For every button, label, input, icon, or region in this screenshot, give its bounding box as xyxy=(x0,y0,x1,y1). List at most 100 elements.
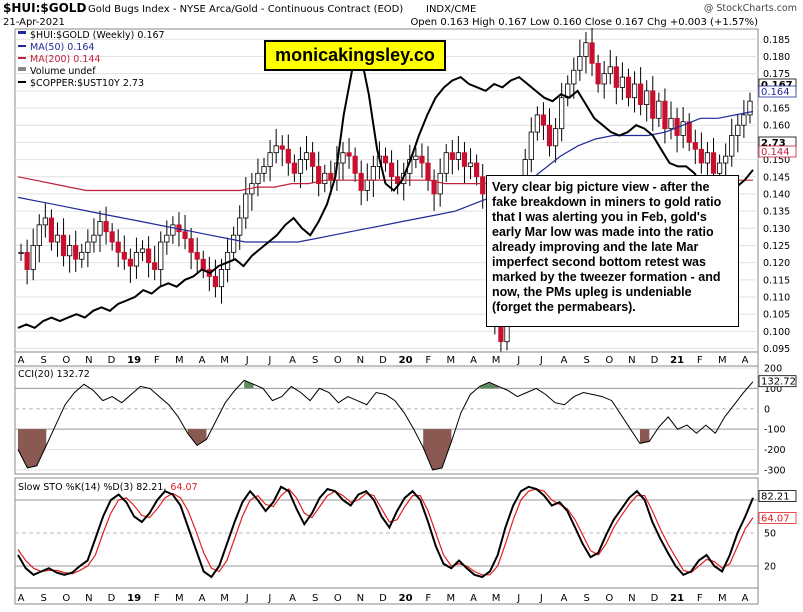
cci-fill-area xyxy=(639,429,650,444)
time-axis-2: A S O N D 19 F M A M J J A S O N D 20 F M A M J J A S O N D 21 F M A xyxy=(18,593,749,604)
time-axis-label: O xyxy=(605,593,613,604)
cci-fill-area xyxy=(479,382,499,389)
legend-copper: $COPPER:$UST10Y 2.73 xyxy=(30,78,144,89)
price-value-label: 2.73 xyxy=(761,138,786,149)
candle-body xyxy=(698,148,704,164)
candle-body xyxy=(188,238,194,253)
sto-k-value: 82.21 xyxy=(761,492,790,503)
time-axis-label: J xyxy=(245,593,249,604)
time-axis-label: D xyxy=(651,355,659,366)
candle-body xyxy=(571,69,577,85)
price-tick-label: 0.105 xyxy=(763,310,790,321)
cci-value-tag xyxy=(758,375,797,388)
candle-body xyxy=(370,166,376,181)
candle-body xyxy=(540,114,547,126)
time-axis-label: N xyxy=(628,593,635,604)
time-axis-label: O xyxy=(334,593,342,604)
cci-tick-label: -200 xyxy=(764,445,786,456)
time-axis-label: M xyxy=(175,593,184,604)
price-tick-label: 0.175 xyxy=(763,69,790,80)
candle-body xyxy=(170,224,176,236)
candle-body xyxy=(413,155,419,160)
price-y-axis: 0.095 0.100 0.105 0.110 0.115 0.120 0.125 0.130… xyxy=(758,35,797,355)
ma50-line xyxy=(17,110,754,243)
price-tick-label: 0.140 xyxy=(763,189,790,200)
candle-body xyxy=(686,121,692,143)
candle-body xyxy=(710,152,717,174)
candle-body xyxy=(218,269,225,288)
candle-body xyxy=(103,221,109,233)
time-axis-label: S xyxy=(312,355,318,366)
cci-value-label: 132.72 xyxy=(761,377,796,388)
candle-body xyxy=(297,159,304,174)
price-value-tag xyxy=(758,85,797,98)
candle-body xyxy=(231,234,237,253)
sto-tick-label: 20 xyxy=(764,562,776,573)
candle-body xyxy=(79,251,85,260)
candle-body xyxy=(73,245,79,260)
candle-body xyxy=(97,221,103,236)
candle-body xyxy=(595,62,601,85)
price-tick-label: 0.165 xyxy=(763,104,790,115)
candle-body xyxy=(431,179,437,195)
legend-swatch-ma200 xyxy=(18,57,26,59)
time-axis-label: A xyxy=(561,355,568,366)
time-axis-label: S xyxy=(40,593,46,604)
time-axis-label: A xyxy=(470,593,477,604)
candle-body xyxy=(425,162,431,181)
candle-body xyxy=(48,217,55,243)
candle-body xyxy=(316,166,322,185)
candle-body xyxy=(24,251,30,270)
candle-body xyxy=(589,42,595,64)
time-axis-label: D xyxy=(108,355,116,366)
chart-symbol: $HUI:$GOLD xyxy=(3,1,86,15)
time-axis-label: 20 xyxy=(399,355,413,366)
candle-body xyxy=(164,234,170,243)
candle-body xyxy=(607,66,613,75)
cci-tick-label: 200 xyxy=(764,364,782,375)
candle-body xyxy=(546,124,553,147)
time-axis-label: O xyxy=(62,355,70,366)
time-axis-label: A xyxy=(289,593,296,604)
candle-body xyxy=(692,141,698,150)
cci-tick-label: 100 xyxy=(764,384,782,395)
candle-body xyxy=(212,276,219,288)
time-axis-label: D xyxy=(108,593,116,604)
time-axis-label: O xyxy=(334,355,342,366)
time-axis-label: A xyxy=(199,355,206,366)
cci-panel-frame xyxy=(14,365,759,475)
candle-body xyxy=(474,162,480,178)
time-axis-label: F xyxy=(154,593,160,604)
candle-body xyxy=(133,251,140,267)
candle-body xyxy=(200,258,206,270)
candle-body xyxy=(255,172,261,185)
candle-body xyxy=(358,172,364,191)
time-axis-label: D xyxy=(651,593,659,604)
time-axis-label: F xyxy=(154,355,160,366)
candle-body xyxy=(364,179,370,191)
cci-fill-areas xyxy=(18,380,650,470)
candle-body xyxy=(115,241,121,253)
time-axis-label: O xyxy=(62,593,70,604)
candle-body xyxy=(650,90,656,119)
legend-swatch-copper xyxy=(18,81,26,83)
candle-body xyxy=(644,90,650,105)
time-axis-label: 19 xyxy=(127,355,141,366)
legend-volume: Volume undef xyxy=(30,66,96,77)
cci-tick-label: 0 xyxy=(764,404,770,415)
sto-d-line xyxy=(17,488,754,576)
cci-fill-area xyxy=(18,429,47,468)
sto-k-tag xyxy=(758,490,797,502)
time-axis-label: A xyxy=(742,593,749,604)
time-axis-label: M xyxy=(220,593,229,604)
candle-body xyxy=(346,152,352,157)
time-axis-label: F xyxy=(425,355,431,366)
sto-label-d: 64.07 xyxy=(170,482,197,493)
candle-body xyxy=(619,76,626,88)
price-tick-label: 0.100 xyxy=(763,327,790,338)
candle-body xyxy=(601,73,607,85)
candle-body xyxy=(261,166,267,174)
time-axis-label: A xyxy=(742,355,749,366)
candle-body xyxy=(194,251,200,260)
